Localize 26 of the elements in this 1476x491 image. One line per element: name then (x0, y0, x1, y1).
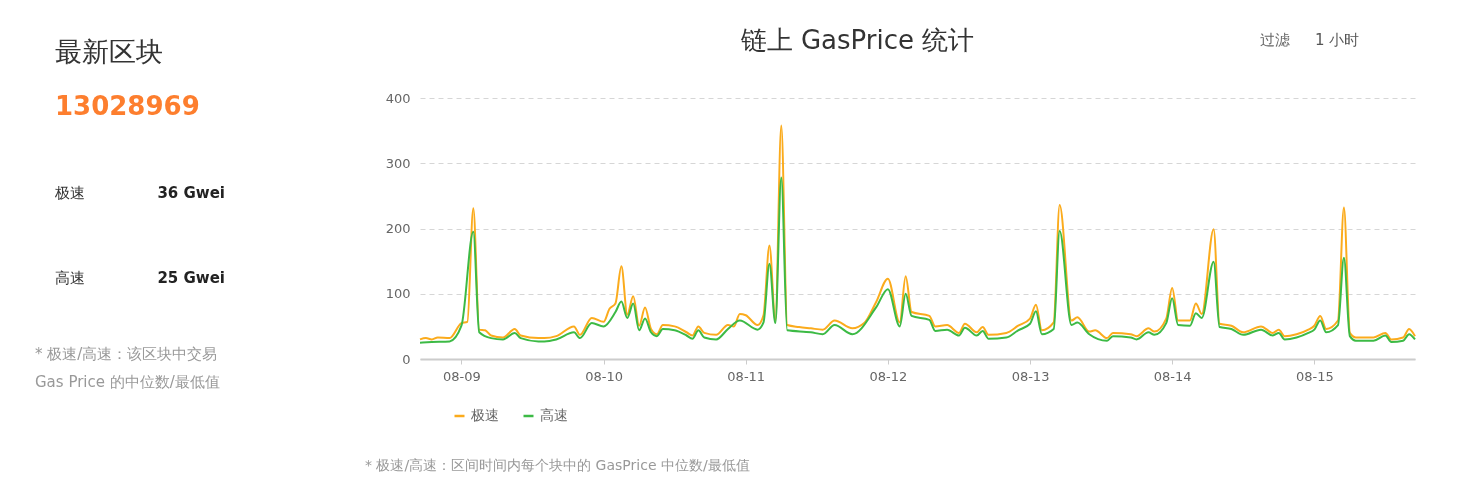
text: 过滤 (1260, 31, 1290, 49)
y-tick-label: 300 (385, 155, 411, 171)
x-tick-label: 08-11 (727, 368, 766, 384)
y-tick-label: 0 (402, 351, 411, 367)
text: * 极速/高速：区间时间内每个块中的 GasPrice 中位数/最低值 (365, 457, 750, 473)
x-tick-label: 08-09 (443, 368, 481, 384)
text: * 极速/高速：该区块中交易 (35, 345, 218, 363)
y-tick-label: 400 (385, 90, 411, 106)
x-tick-label: 08-12 (869, 368, 908, 384)
text: 极速 (54, 184, 85, 202)
legend-label: 高速 (539, 407, 568, 423)
x-tick-label: 08-15 (1295, 368, 1334, 384)
x-tick-label: 08-13 (1011, 368, 1050, 384)
text: 高速 (55, 269, 85, 287)
y-tick-label: 200 (385, 221, 411, 236)
text: 13028969 (55, 91, 200, 121)
chart-title: 链上 GasPrice 统计 (739, 25, 975, 55)
x-tick-label: 08-14 (1153, 368, 1192, 384)
text: Gas Price 的中位数/最低值 (35, 373, 220, 391)
x-tick-label: 08-10 (585, 368, 623, 384)
legend-label: 极速 (469, 407, 499, 423)
y-tick-label: 100 (385, 286, 411, 302)
text: 1 小时 (1315, 31, 1360, 49)
text: 36 Gwei (157, 184, 225, 202)
text: 最新区块 (55, 36, 163, 67)
text: 25 Gwei (157, 269, 225, 287)
